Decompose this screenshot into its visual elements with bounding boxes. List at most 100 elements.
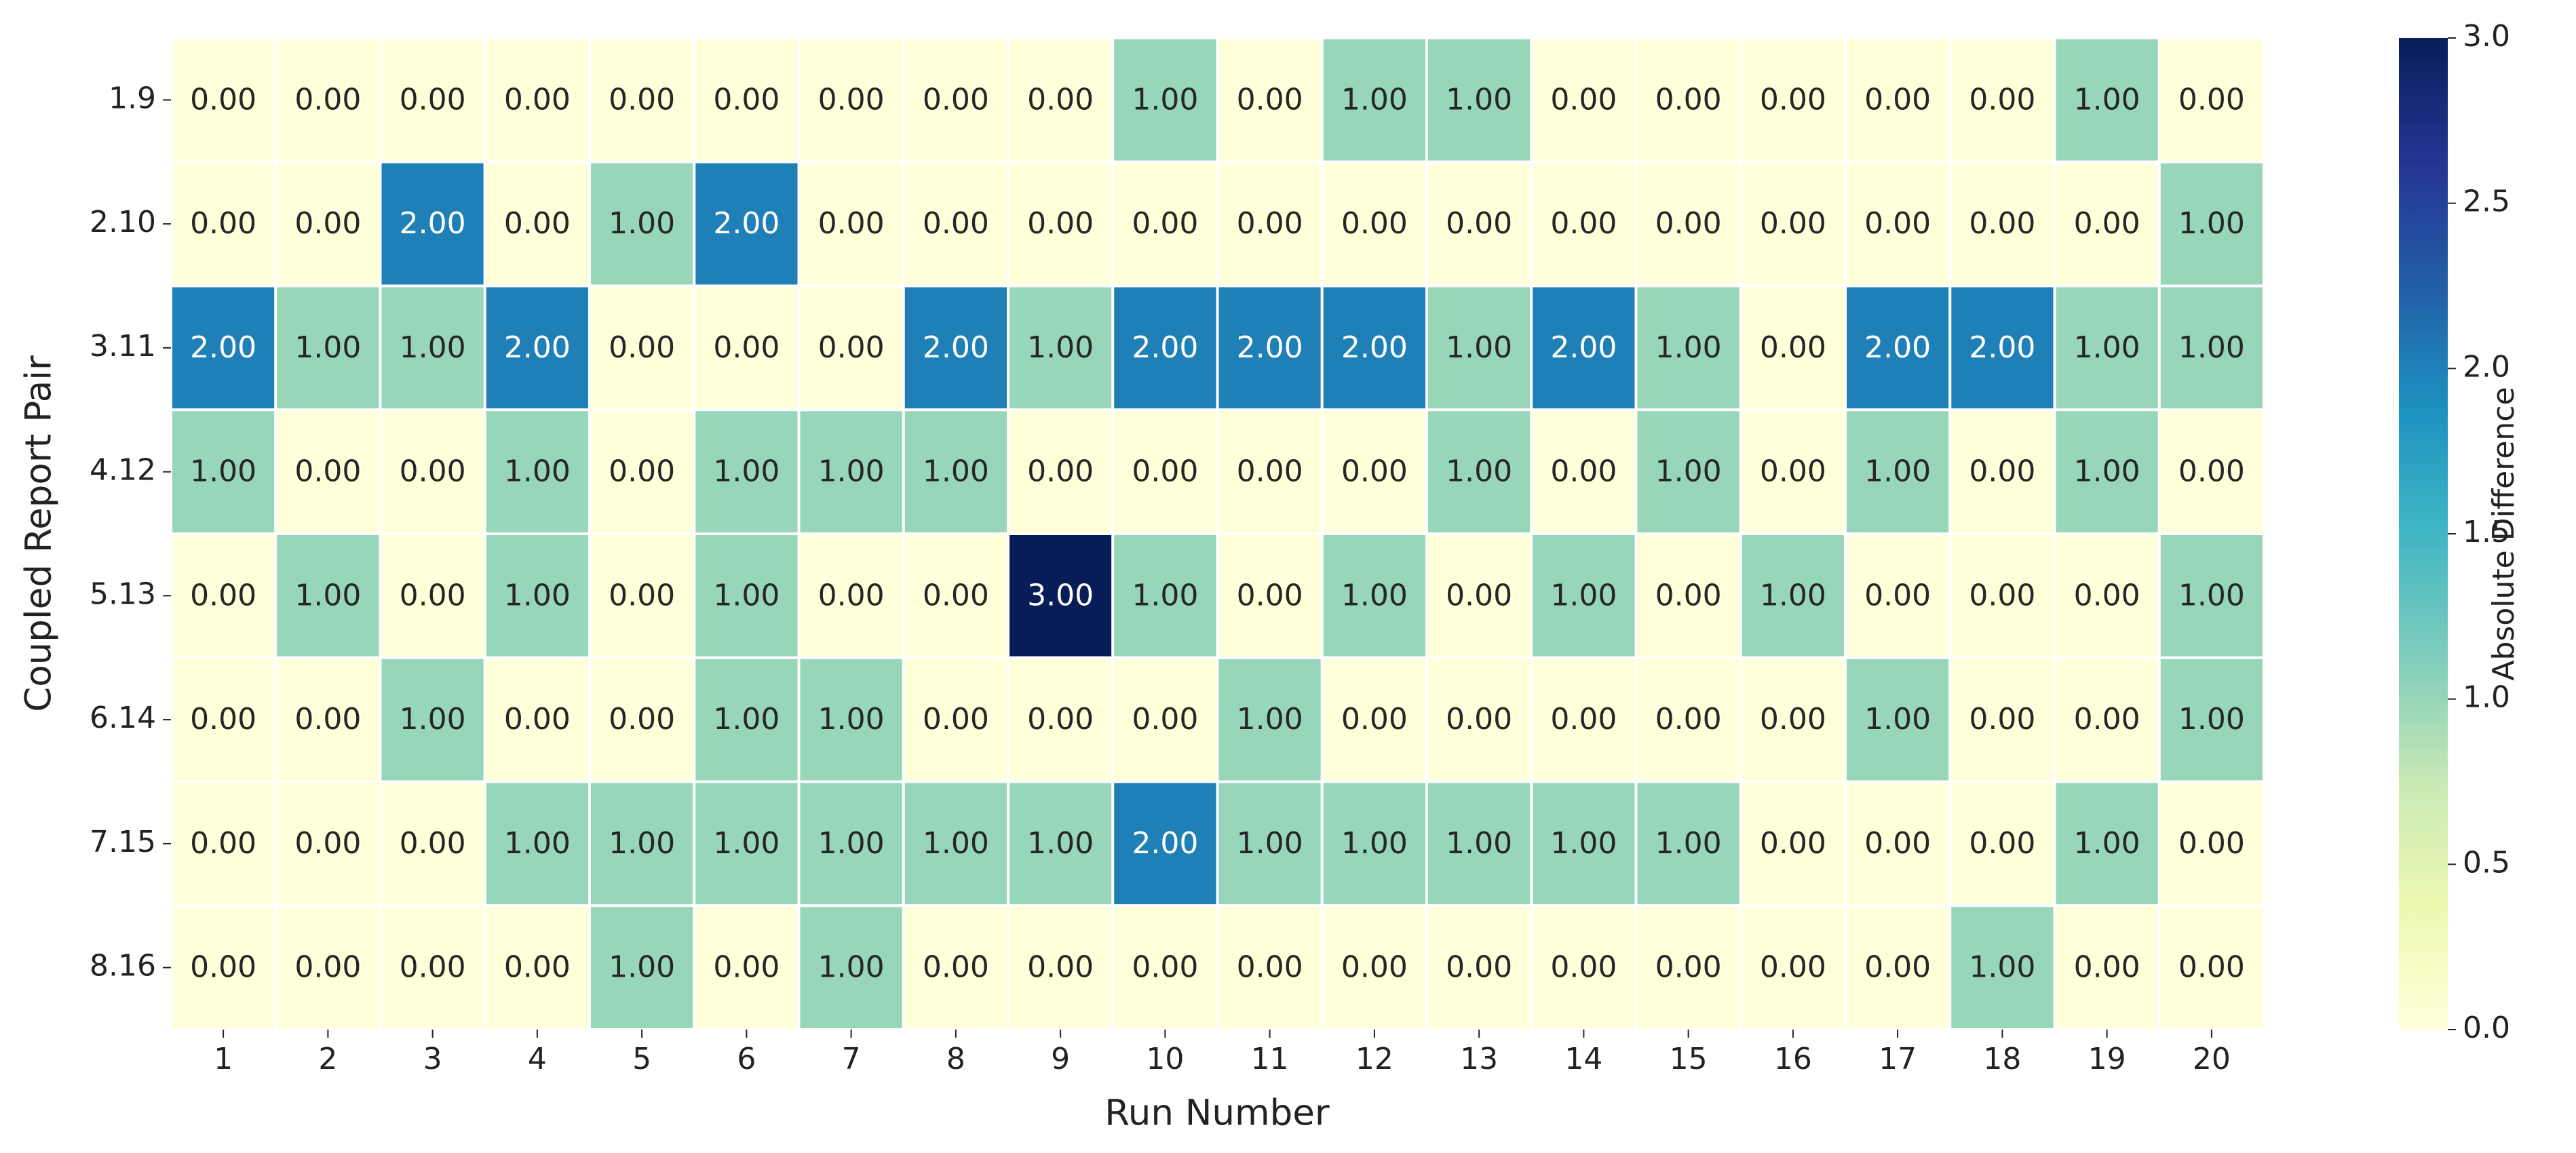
heatmap-cell <box>902 37 1010 163</box>
x-tick-label: 14 <box>1564 1042 1602 1076</box>
cell-label: 0.00 <box>1760 330 1826 365</box>
cell-label: 0.00 <box>1237 82 1303 117</box>
cell-label: 0.00 <box>1655 82 1722 117</box>
cell-label: 0.00 <box>923 578 989 612</box>
cell-label: 1.00 <box>504 578 571 612</box>
cell-label: 1.00 <box>1969 950 2035 985</box>
x-tick-label: 18 <box>1983 1042 2021 1076</box>
heatmap-cell <box>1739 37 1847 163</box>
heatmap-cell <box>1530 656 1638 783</box>
heatmap-cell <box>797 780 905 907</box>
cell-label: 0.00 <box>1760 950 1826 985</box>
heatmap-cell <box>2053 37 2161 163</box>
x-tick-label: 6 <box>737 1042 756 1076</box>
cell-label: 0.00 <box>1760 82 1826 117</box>
cell-label: 0.00 <box>2074 206 2140 241</box>
heatmap-cell <box>902 284 1010 412</box>
cell-label: 2.00 <box>400 206 466 241</box>
heatmap-cell <box>902 656 1010 783</box>
cell-label: 0.00 <box>294 702 361 737</box>
cell-label: 0.00 <box>1969 578 2035 612</box>
heatmap-cell <box>1425 408 1533 535</box>
cell-label: 0.00 <box>190 702 256 737</box>
heatmap-cell <box>274 408 382 535</box>
cell-label: 1.00 <box>1132 578 1198 612</box>
cell-label: 1.00 <box>2178 578 2245 612</box>
cell-label: 0.00 <box>400 82 466 117</box>
cell-label: 0.00 <box>1341 206 1408 241</box>
cell-label: 0.00 <box>1027 702 1094 737</box>
heatmap-cell <box>1948 532 2056 659</box>
cell-label: 1.00 <box>1446 454 1512 489</box>
cell-label: 0.00 <box>1655 578 1722 612</box>
cell-label: 0.00 <box>923 702 989 737</box>
heatmap-cell <box>1739 780 1847 907</box>
cell-label: 2.00 <box>713 206 780 241</box>
cell-label: 0.00 <box>1550 950 1617 985</box>
cell-label: 0.00 <box>818 330 885 365</box>
cell-label: 0.00 <box>609 578 675 612</box>
cell-label: 2.00 <box>1132 826 1198 861</box>
cell-label: 0.00 <box>2074 702 2140 737</box>
cell-label: 0.00 <box>1760 826 1826 861</box>
heatmap-cell <box>379 656 486 783</box>
x-tick-label: 12 <box>1356 1042 1393 1076</box>
cell-label: 1.00 <box>818 950 885 985</box>
cell-label: 2.00 <box>1864 330 1931 365</box>
cell-label: 0.00 <box>1969 454 2035 489</box>
cell-label: 1.00 <box>923 826 989 861</box>
heatmap-cell <box>1111 284 1219 412</box>
cell-label: 0.00 <box>1760 206 1826 241</box>
cell-label: 0.00 <box>504 82 571 117</box>
cell-label: 0.00 <box>1132 702 1198 737</box>
heatmap-cell <box>1739 284 1847 412</box>
heatmap-cell <box>2053 904 2161 1031</box>
cell-label: 1.00 <box>1760 578 1826 612</box>
heatmap-cell <box>170 284 277 412</box>
y-tick-label: 6.14 <box>90 701 156 735</box>
cell-label: 1.00 <box>818 702 885 737</box>
x-tick-label: 17 <box>1879 1042 1917 1076</box>
cell-label: 0.00 <box>1341 950 1408 985</box>
heatmap-cell <box>797 284 905 412</box>
x-tick-label: 13 <box>1460 1042 1498 1076</box>
cell-label: 1.00 <box>190 454 256 489</box>
cell-label: 0.00 <box>294 82 361 117</box>
y-tick-label: 2.10 <box>90 205 156 239</box>
heatmap-cell <box>1844 37 1952 163</box>
cell-label: 0.00 <box>190 82 256 117</box>
heatmap-cell <box>1948 160 2056 288</box>
cell-label: 0.00 <box>818 82 885 117</box>
cell-label: 0.00 <box>1864 206 1931 241</box>
heatmap-cell <box>588 284 696 412</box>
heatmap-cell <box>483 408 591 535</box>
heatmap-cell <box>1007 656 1115 783</box>
cell-label: 1.00 <box>1132 82 1198 117</box>
cell-label: 1.00 <box>2074 330 2140 365</box>
cell-label: 1.00 <box>2178 702 2245 737</box>
heatmap-cell <box>1634 284 1742 412</box>
cell-label: 0.00 <box>294 206 361 241</box>
x-tick-label: 15 <box>1670 1042 1708 1076</box>
x-tick-label: 1 <box>214 1042 233 1076</box>
cell-label: 0.00 <box>400 950 466 985</box>
heatmap-cell <box>379 160 486 288</box>
cell-label: 1.00 <box>504 454 571 489</box>
cell-label: 0.00 <box>1132 950 1198 985</box>
cell-label: 0.00 <box>1027 82 1094 117</box>
cell-label: 1.00 <box>2178 330 2245 365</box>
cell-label: 0.00 <box>1237 578 1303 612</box>
heatmap-cell <box>1007 532 1115 659</box>
cell-label: 0.00 <box>1550 206 1617 241</box>
heatmap-cell <box>1634 37 1742 163</box>
heatmap-cell <box>2053 532 2161 659</box>
cell-label: 3.00 <box>1027 578 1094 612</box>
cell-label: 0.00 <box>818 578 885 612</box>
cell-label: 0.00 <box>1655 950 1722 985</box>
cell-label: 0.00 <box>1969 826 2035 861</box>
heatmap-cell <box>379 904 486 1031</box>
y-tick-label: 7.15 <box>90 825 156 859</box>
heatmap-cell <box>1530 904 1638 1031</box>
cell-label: 0.00 <box>1446 950 1512 985</box>
